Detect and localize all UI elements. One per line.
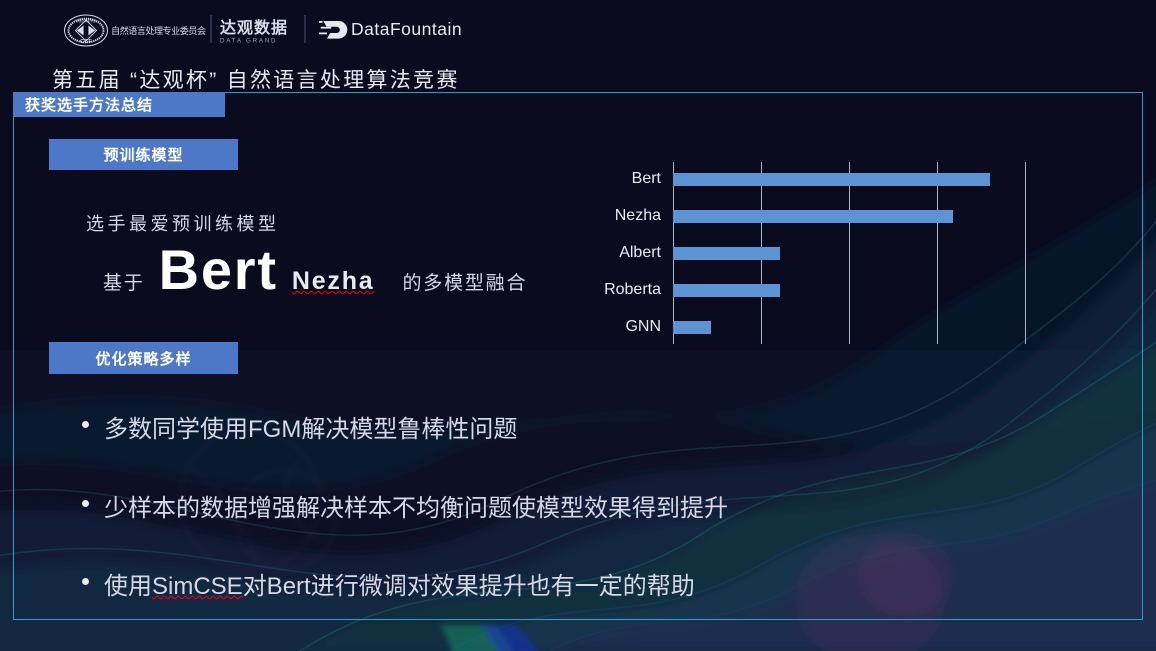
svg-text:DataFountain: DataFountain xyxy=(351,19,462,39)
svg-text:DATA GRAND: DATA GRAND xyxy=(220,38,277,45)
svg-text:中国计算机学会: 中国计算机学会 xyxy=(76,19,96,23)
svg-text:达观数据: 达观数据 xyxy=(220,18,288,37)
svg-text:CCF: CCF xyxy=(80,39,92,45)
svg-text:自然语言处理专业委员会: 自然语言处理专业委员会 xyxy=(111,25,206,36)
